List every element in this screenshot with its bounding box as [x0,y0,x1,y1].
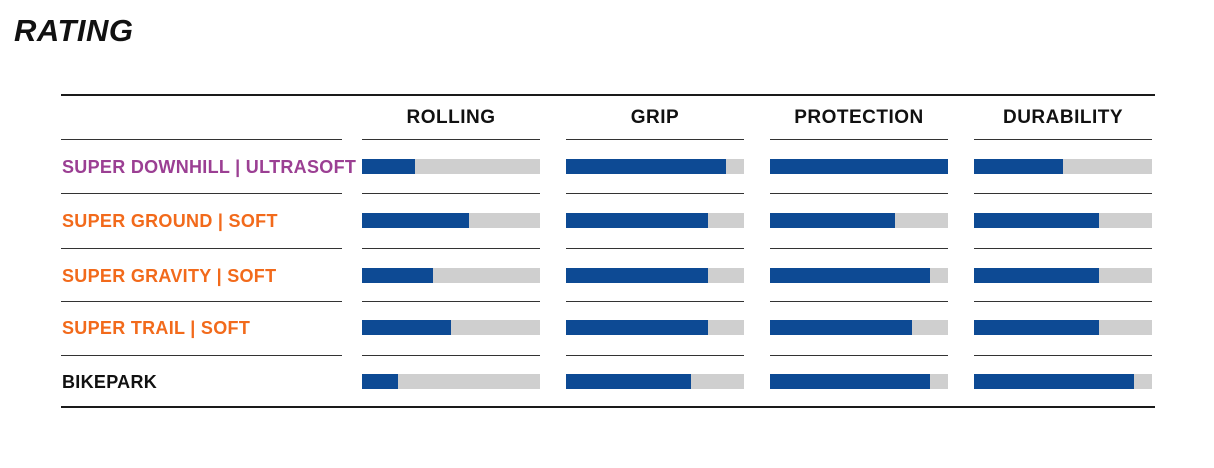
column-header-protection: PROTECTION [794,107,924,128]
rating-bar-fill [362,320,451,335]
rating-bar-fill [770,159,948,174]
rating-bar-fill [362,374,398,389]
row-separator [61,248,342,249]
rating-bar-track [362,268,540,283]
row-separator [362,355,540,356]
rating-bar-track [770,374,948,389]
rating-bar-fill [974,374,1134,389]
row-separator [770,193,948,194]
rating-bar-track [974,268,1152,283]
row-separator [770,355,948,356]
row-separator [974,248,1152,249]
row-separator [566,139,744,140]
row-separator [566,355,744,356]
rating-bar-fill [566,374,691,389]
table-bottom-rule [61,406,1155,408]
row-separator [61,193,342,194]
rating-bar-track [974,374,1152,389]
rating-bar-fill [974,213,1099,228]
rating-bar-track [362,213,540,228]
page-title: RATING [14,13,134,48]
row-separator [362,248,540,249]
rating-bar-track [770,159,948,174]
row-label: SUPER GROUND | SOFT [62,211,278,231]
rating-bar-fill [770,320,912,335]
rating-bar-fill [362,268,433,283]
rating-bar-fill [770,268,930,283]
row-separator [974,301,1152,302]
rating-bar-fill [362,213,469,228]
rating-bar-track [362,374,540,389]
rating-bar-track [770,320,948,335]
row-label: SUPER TRAIL | SOFT [62,318,251,338]
rating-bar-fill [974,268,1099,283]
rating-bar-fill [566,320,708,335]
table-top-rule [61,94,1155,96]
rating-bar-track [974,159,1152,174]
row-separator [61,139,342,140]
row-separator [770,301,948,302]
row-separator [974,139,1152,140]
column-header-durability: DURABILITY [1002,107,1124,128]
row-separator [566,301,744,302]
rating-bar-fill [362,159,415,174]
rating-bar-fill [566,159,726,174]
rating-bar-fill [566,213,708,228]
row-label: SUPER GRAVITY | SOFT [62,266,277,286]
rating-bar-track [566,159,744,174]
rating-bar-fill [566,268,708,283]
rating-bar-fill [770,374,930,389]
row-label: BIKEPARK [62,372,158,392]
rating-bar-track [974,320,1152,335]
rating-bar-fill [974,320,1099,335]
rating-bar-track [362,320,540,335]
column-header-grip: GRIP [630,107,680,128]
column-header-rolling: ROLLING [406,107,496,128]
row-separator [974,193,1152,194]
rating-bar-track [566,213,744,228]
rating-bar-track [566,320,744,335]
row-separator [770,248,948,249]
rating-bar-track [566,374,744,389]
row-separator [362,139,540,140]
row-separator [61,301,342,302]
rating-table: ROLLING GRIP PROTECTION DURABILITY SUPER DOW… [61,94,1155,410]
row-separator [770,139,948,140]
rating-bar-fill [770,213,895,228]
rating-bar-track [770,213,948,228]
row-separator [566,248,744,249]
row-separator [61,355,342,356]
row-separator [566,193,744,194]
rating-bar-track [566,268,744,283]
row-separator [362,193,540,194]
row-separator [362,301,540,302]
row-separator [974,355,1152,356]
rating-bar-fill [974,159,1063,174]
rating-bar-track [974,213,1152,228]
rating-bar-track [770,268,948,283]
row-label: SUPER DOWNHILL | ULTRASOFT [62,157,357,177]
rating-bar-track [362,159,540,174]
